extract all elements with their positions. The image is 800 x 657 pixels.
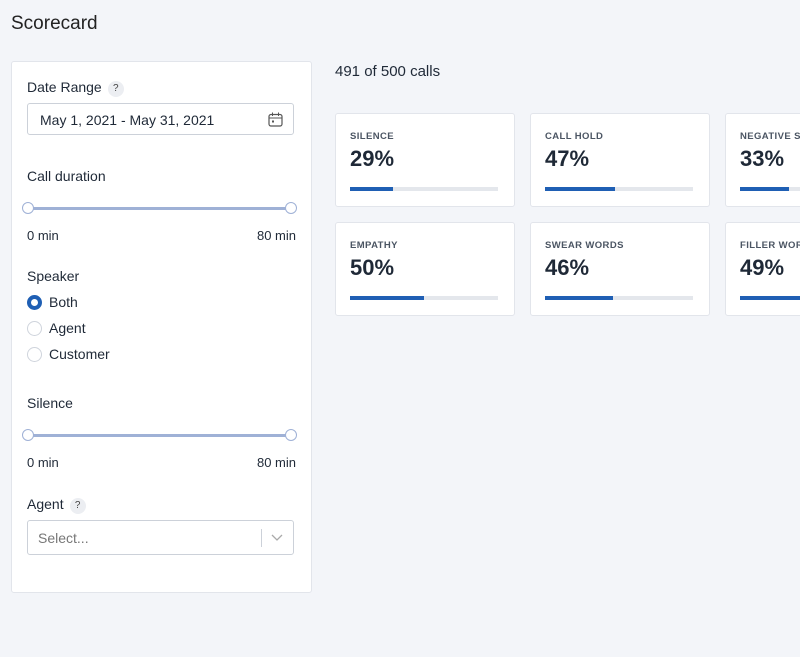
slider-handle[interactable]	[22, 429, 34, 441]
progress-track	[350, 187, 498, 191]
card-value: 50%	[350, 255, 395, 280]
duration-label: Call duration	[27, 168, 106, 184]
progress-track	[545, 296, 693, 300]
date-value: May 1, 2021 - May 31, 2021	[40, 112, 215, 128]
chevron	[271, 534, 283, 541]
agent-select[interactable]: Select...	[27, 520, 294, 555]
agent-label: Agent?	[27, 496, 86, 514]
date-range-label: Date Range?	[27, 79, 124, 97]
progress-bar	[740, 187, 789, 191]
metric-card: NEGATIVE SENTIMENT 33%	[725, 113, 800, 207]
progress-bar	[740, 296, 800, 300]
min-label: 0 min	[27, 455, 59, 470]
min-label: 0 min	[27, 228, 59, 243]
card-value: 47%	[545, 146, 590, 171]
radio-label: Both	[49, 294, 78, 310]
progress-bar	[545, 296, 614, 300]
card-label: CALL HOLD	[545, 131, 604, 142]
page-title: Scorecard	[11, 13, 98, 34]
silence-label: Silence	[27, 395, 73, 411]
card-value: 33%	[740, 146, 785, 171]
divider	[261, 529, 262, 547]
filter-panel: Date Range? May 1, 2021 - May 31, 2021 C…	[11, 61, 312, 593]
progress-track	[740, 296, 800, 300]
metric-card: EMPATHY 50%	[335, 222, 515, 316]
radio-label: Agent	[49, 320, 86, 336]
card-label: SWEAR WORDS	[545, 240, 624, 251]
radio-button[interactable]	[27, 347, 42, 362]
date-input[interactable]: May 1, 2021 - May 31, 2021	[27, 103, 294, 135]
speaker-label: Speaker	[27, 268, 80, 284]
card-label: NEGATIVE SENTIMENT	[740, 131, 800, 142]
calendar-icon	[268, 112, 283, 127]
card-label: SILENCE	[350, 131, 394, 142]
card-label: FILLER WORDS	[740, 240, 800, 251]
help-icon[interactable]: ?	[69, 498, 86, 514]
slider-handle[interactable]	[285, 202, 297, 214]
label-text: Agent	[27, 496, 64, 512]
card-label: EMPATHY	[350, 240, 398, 251]
progress-track	[350, 296, 498, 300]
progress-track	[740, 187, 800, 191]
card-value: 29%	[350, 146, 395, 171]
metric-card: SILENCE 29%	[335, 113, 515, 207]
radio-button[interactable]	[27, 321, 42, 336]
slider-handle[interactable]	[22, 202, 34, 214]
metric-card: FILLER WORDS 49%	[725, 222, 800, 316]
radio-button[interactable]	[27, 295, 42, 310]
progress-bar	[350, 187, 393, 191]
help-icon[interactable]: ?	[107, 81, 124, 97]
progress-bar	[545, 187, 615, 191]
progress-track	[545, 187, 693, 191]
slider-track	[28, 434, 291, 437]
placeholder: Select...	[38, 530, 89, 546]
radio-label: Customer	[49, 346, 110, 362]
summary: 491 of 500 calls	[335, 63, 441, 80]
card-value: 46%	[545, 255, 590, 280]
slider-handle[interactable]	[285, 429, 297, 441]
label-text: Date Range	[27, 79, 102, 95]
metric-card: CALL HOLD 47%	[530, 113, 710, 207]
max-label: 80 min	[256, 455, 296, 470]
slider-track	[28, 207, 291, 210]
metric-card: SWEAR WORDS 46%	[530, 222, 710, 316]
max-label: 80 min	[256, 228, 296, 243]
progress-bar	[350, 296, 424, 300]
card-value: 49%	[740, 255, 785, 280]
